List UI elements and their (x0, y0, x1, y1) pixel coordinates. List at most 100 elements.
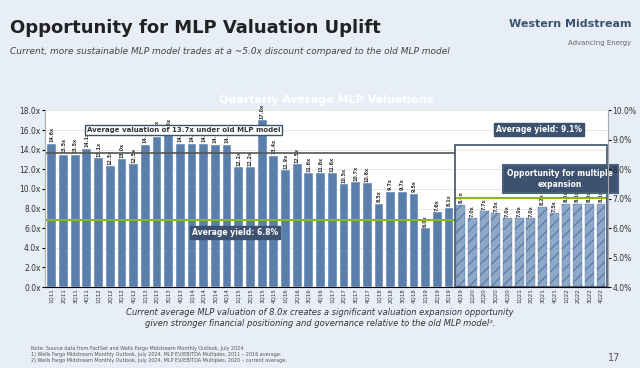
Bar (398, 192, 407, 287)
Bar (94, 159, 103, 287)
Text: Average valuation of 13.7x under old MLP model: Average valuation of 13.7x under old MLP… (87, 127, 280, 133)
Bar (258, 120, 266, 287)
Bar (515, 218, 524, 287)
Text: 8.5x: 8.5x (563, 190, 568, 202)
Text: 12.5x: 12.5x (131, 148, 136, 163)
Text: 13.0x: 13.0x (120, 143, 124, 158)
Text: 8.5x: 8.5x (598, 190, 604, 202)
Text: 13.1x: 13.1x (96, 142, 101, 157)
Text: 12.2x: 12.2x (236, 151, 241, 166)
Bar (152, 137, 161, 287)
Bar (106, 166, 115, 287)
Text: 11.6x: 11.6x (307, 157, 312, 172)
Text: Note: Source data from FactSet and Wells Fargo Midstream Monthly Outlook, July 2: Note: Source data from FactSet and Wells… (31, 346, 287, 363)
Text: 11.9x: 11.9x (283, 153, 288, 169)
Text: 13.4x: 13.4x (271, 139, 276, 154)
Text: 14.6x: 14.6x (189, 127, 195, 142)
Bar (468, 218, 477, 287)
Bar (281, 170, 290, 287)
Text: 7.5x: 7.5x (552, 200, 557, 212)
Bar (433, 212, 442, 287)
Text: 7.0x: 7.0x (505, 205, 510, 217)
Text: 8.2x: 8.2x (540, 193, 545, 205)
Text: 7.5x: 7.5x (493, 200, 499, 212)
Bar (141, 145, 150, 287)
Text: 8.4x: 8.4x (458, 191, 463, 203)
Bar (71, 155, 79, 287)
Bar (129, 164, 138, 287)
Text: Advancing Energy: Advancing Energy (568, 40, 631, 46)
Bar (316, 173, 325, 287)
Bar (573, 204, 582, 287)
Text: Current, more sustainable MLP model trades at a ~5.0x discount compared to the o: Current, more sustainable MLP model trad… (10, 47, 449, 56)
Text: 9.7x: 9.7x (388, 178, 393, 190)
Bar (561, 204, 570, 287)
Bar (503, 218, 512, 287)
Bar (118, 159, 126, 287)
Bar (585, 204, 594, 287)
Bar (293, 164, 301, 287)
Bar (421, 228, 430, 287)
Text: 14.1x: 14.1x (84, 132, 90, 147)
Bar (445, 208, 454, 287)
Text: 14.6x: 14.6x (178, 127, 183, 142)
Text: 8.5x: 8.5x (376, 190, 381, 202)
Text: 7.0x: 7.0x (470, 205, 475, 217)
Text: Opportunity for multiple
expansion: Opportunity for multiple expansion (507, 169, 613, 189)
Text: 12.5x: 12.5x (294, 148, 300, 163)
Text: 14.5x: 14.5x (225, 128, 230, 143)
Text: 10.5x: 10.5x (341, 167, 346, 183)
Text: 13.5x: 13.5x (61, 138, 66, 153)
Text: 14.6x: 14.6x (49, 127, 54, 142)
Text: 9.5x: 9.5x (412, 180, 417, 192)
Text: 7.0x: 7.0x (516, 205, 522, 217)
Text: Western Midstream: Western Midstream (509, 19, 631, 29)
Bar (246, 167, 255, 287)
Bar (492, 213, 500, 287)
Text: 17: 17 (609, 353, 621, 362)
Text: 7.6x: 7.6x (435, 199, 440, 211)
Text: 7.7x: 7.7x (482, 198, 486, 210)
Text: Opportunity for MLP Valuation Uplift: Opportunity for MLP Valuation Uplift (10, 19, 380, 37)
Bar (455, 145, 607, 287)
Text: 11.6x: 11.6x (330, 157, 335, 172)
Bar (480, 212, 488, 287)
Bar (527, 218, 535, 287)
Bar (387, 192, 395, 287)
Text: 8.5x: 8.5x (575, 190, 580, 202)
Bar (305, 173, 313, 287)
Bar (328, 173, 337, 287)
Bar (47, 144, 56, 287)
Text: 6.0x: 6.0x (423, 215, 428, 227)
Text: 9.7x: 9.7x (400, 178, 405, 190)
Bar (211, 145, 220, 287)
Text: 8.5x: 8.5x (587, 190, 592, 202)
Text: 14.6x: 14.6x (201, 127, 206, 142)
Bar (456, 205, 465, 287)
Text: 17.0x: 17.0x (260, 104, 264, 119)
Text: 14.5x: 14.5x (213, 128, 218, 143)
Bar (363, 183, 372, 287)
Text: 15.3x: 15.3x (154, 120, 159, 135)
Text: 10.7x: 10.7x (353, 166, 358, 181)
Bar (550, 213, 559, 287)
Text: 15.5x: 15.5x (166, 118, 171, 134)
Bar (59, 155, 68, 287)
Bar (374, 204, 383, 287)
Bar (269, 156, 278, 287)
Bar (223, 145, 232, 287)
Bar (410, 194, 419, 287)
Text: Current average MLP valuation of 8.0x creates a significant valuation expansion : Current average MLP valuation of 8.0x cr… (126, 308, 514, 328)
Bar (199, 144, 208, 287)
Text: Quarterly Average MLP Valuations: Quarterly Average MLP Valuations (220, 95, 433, 105)
Bar (351, 182, 360, 287)
Bar (538, 206, 547, 287)
Text: 14.5x: 14.5x (143, 128, 148, 143)
Bar (596, 204, 605, 287)
Text: 8.1x: 8.1x (447, 194, 452, 206)
Bar (188, 144, 196, 287)
Text: 11.6x: 11.6x (318, 157, 323, 172)
Bar (176, 144, 185, 287)
Bar (83, 149, 92, 287)
Bar (164, 135, 173, 287)
